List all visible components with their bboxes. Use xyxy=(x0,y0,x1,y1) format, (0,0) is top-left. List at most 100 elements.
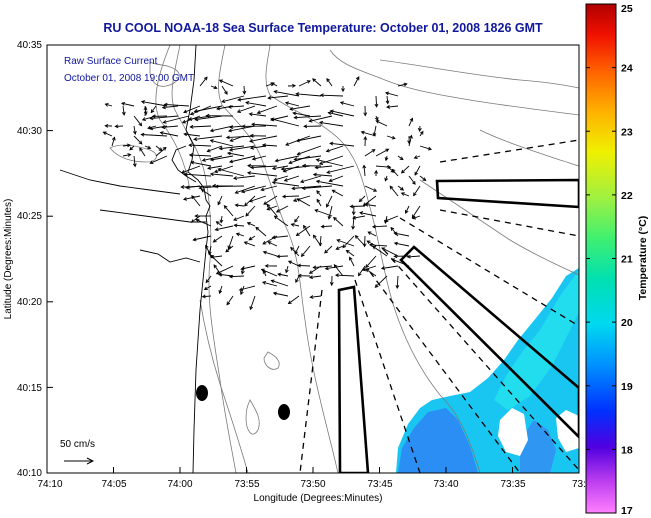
current-vector xyxy=(214,165,234,173)
current-vector-head xyxy=(149,126,154,131)
current-vector xyxy=(164,103,190,107)
contour-line xyxy=(245,399,260,435)
current-vector-head xyxy=(205,279,210,284)
x-tick-label: 73:40 xyxy=(433,479,458,490)
current-vector-head xyxy=(297,273,302,278)
current-vector xyxy=(361,131,377,137)
current-vector xyxy=(189,144,212,147)
current-vector-head xyxy=(324,249,329,254)
current-vector-head xyxy=(277,272,282,277)
colorbar-gradient xyxy=(585,3,617,514)
current-vector-head xyxy=(260,268,265,273)
current-vector-head xyxy=(140,132,145,137)
current-vector-head xyxy=(359,211,364,215)
current-vector-head xyxy=(205,113,210,118)
dashed-line xyxy=(439,139,579,163)
plot-area: Raw Surface Current October 01, 2008 19:… xyxy=(46,44,580,474)
current-vector xyxy=(335,274,355,277)
current-vector xyxy=(389,185,399,197)
current-vector xyxy=(336,245,344,250)
current-vector-head xyxy=(312,234,317,239)
current-vector-head xyxy=(329,109,334,114)
x-tick-label: 73:35 xyxy=(500,479,525,490)
study-polygons xyxy=(337,178,579,473)
dashed-line xyxy=(383,249,579,471)
current-vector xyxy=(374,275,388,288)
current-vector xyxy=(355,235,366,247)
figure-title: RU COOL NOAA-18 Sea Surface Temperature:… xyxy=(103,21,543,35)
current-vector-head xyxy=(384,177,389,182)
current-vector-head xyxy=(266,206,271,211)
current-vector-head xyxy=(193,109,198,113)
x-axis: 74:10 74:05 74:00 73:55 73:50 73:45 73:4… xyxy=(37,467,592,504)
current-vector-head xyxy=(374,169,379,174)
current-vectors xyxy=(102,76,433,311)
current-vector xyxy=(162,105,179,109)
current-vector-head xyxy=(132,130,137,135)
current-vector xyxy=(266,204,278,217)
current-vector xyxy=(226,135,256,139)
current-vector-head xyxy=(162,120,167,124)
current-vector-head xyxy=(228,274,233,279)
current-vector xyxy=(328,112,344,117)
current-vector-head xyxy=(399,156,404,161)
current-vector xyxy=(184,133,201,137)
current-vector xyxy=(141,101,168,107)
current-vector-head xyxy=(270,82,275,86)
current-vector-head xyxy=(389,185,394,190)
current-vector xyxy=(401,165,410,174)
current-vector-head xyxy=(243,241,248,245)
current-vector-head xyxy=(140,100,146,104)
current-vector-head xyxy=(319,93,324,98)
contour-line xyxy=(329,49,579,116)
current-vector-head xyxy=(291,186,296,191)
current-vector xyxy=(194,105,223,112)
current-vector-head xyxy=(299,179,305,184)
current-vector-head xyxy=(385,100,390,105)
current-vector xyxy=(336,239,355,247)
polygon-east xyxy=(435,178,579,209)
current-vector xyxy=(282,195,300,198)
marker-dot xyxy=(278,404,290,420)
current-vector-head xyxy=(218,289,223,295)
current-vector xyxy=(238,95,267,101)
dashed-line xyxy=(399,217,579,327)
current-vector xyxy=(372,246,388,257)
current-vector xyxy=(312,78,322,87)
current-vector xyxy=(375,148,389,157)
current-vector-head xyxy=(228,159,234,164)
current-vector-head xyxy=(235,232,240,237)
current-vector xyxy=(249,113,267,117)
current-vector-head xyxy=(236,109,241,113)
current-vector-head xyxy=(296,263,301,268)
current-vector-head xyxy=(374,116,379,121)
current-vector xyxy=(340,101,355,107)
current-vector xyxy=(183,105,201,113)
colorbar-tick-label: 22 xyxy=(621,190,633,202)
current-vector-head xyxy=(309,275,313,280)
current-vector-head xyxy=(201,294,206,299)
current-vector-head xyxy=(225,248,230,253)
current-vector-head xyxy=(240,189,246,194)
current-vector-head xyxy=(248,198,253,203)
current-vector-head xyxy=(218,79,223,84)
current-vector-head xyxy=(391,135,396,140)
current-vector-head xyxy=(234,190,239,194)
current-vector xyxy=(210,125,234,132)
current-vector-head xyxy=(335,246,340,250)
current-vector-head xyxy=(149,116,154,121)
current-vector xyxy=(288,155,311,164)
current-vector xyxy=(233,215,245,221)
current-vector-head xyxy=(225,135,230,140)
current-vector-head xyxy=(213,264,218,269)
current-vector xyxy=(296,135,322,142)
current-vector xyxy=(326,195,333,208)
current-vector-head xyxy=(102,131,107,136)
current-vector-head xyxy=(417,127,422,132)
current-vector-head xyxy=(181,119,186,124)
current-vector xyxy=(245,205,256,217)
current-vector-head xyxy=(256,110,261,114)
annotation-datetime: October 01, 2008 19:00 GMT xyxy=(64,73,194,84)
current-vector-head xyxy=(303,124,308,129)
current-vector xyxy=(228,105,245,108)
